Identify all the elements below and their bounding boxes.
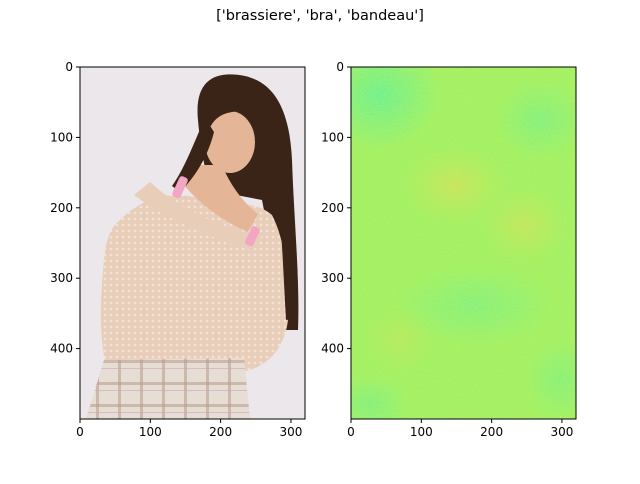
y-tick-label: 200: [321, 201, 344, 215]
y-tick-label: 0: [65, 60, 73, 74]
x-tick-label: 0: [76, 425, 84, 439]
y-tick-label: 100: [321, 130, 344, 144]
y-tick-label: 400: [321, 342, 344, 356]
x-tick-label: 100: [410, 425, 433, 439]
y-tick-label: 300: [321, 271, 344, 285]
y-tick-label: 400: [50, 342, 73, 356]
photo-frame: [79, 66, 306, 420]
heatmap-frame: [350, 66, 577, 420]
heatmap-panel: 0 100 200 300 0 100 200 300 400: [321, 60, 577, 439]
x-tick-label: 300: [279, 425, 302, 439]
y-tick-label: 300: [50, 271, 73, 285]
photo-image: [80, 67, 305, 419]
x-tick-label: 0: [347, 425, 355, 439]
heatmap-image: [351, 67, 576, 419]
x-tick-label: 200: [480, 425, 503, 439]
x-tick-label: 200: [209, 425, 232, 439]
y-tick-label: 200: [50, 201, 73, 215]
x-tick-label: 300: [550, 425, 573, 439]
y-tick-label: 0: [336, 60, 344, 74]
y-tick-label: 100: [50, 130, 73, 144]
x-tick-label: 100: [139, 425, 162, 439]
photo-panel: 0 100 200 300 0 100 200 300 400: [50, 60, 306, 439]
figure-title: ['brassiere', 'bra', 'bandeau']: [216, 8, 424, 24]
